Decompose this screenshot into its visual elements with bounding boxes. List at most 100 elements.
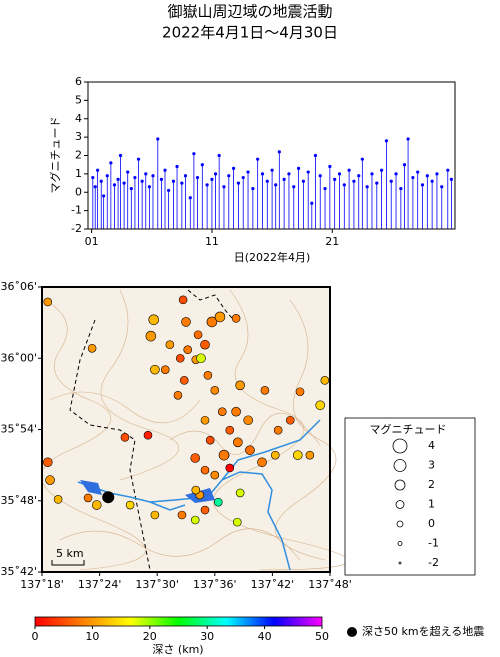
scale-bar [51,560,85,566]
stem-head [210,177,214,181]
earthquake [45,475,55,485]
map-land [42,287,330,572]
earthquake [43,297,53,307]
earthquake [179,376,189,385]
x-tick-label: 01 [85,235,99,248]
earthquake [145,330,157,342]
earthquake [42,457,53,468]
earthquake [225,463,235,473]
earthquake [160,365,170,374]
deep-earthquake [102,491,115,504]
stem-head [265,179,269,183]
colorbar-tick-label: 0 [32,630,39,643]
contour [49,391,201,424]
earthquake [125,500,135,510]
stem-head [357,174,361,178]
y-tick-label: 3 [75,130,82,143]
stem-head [375,181,379,185]
stem-head [227,174,231,178]
earthquake [165,340,175,350]
stem-head [129,186,133,191]
stem-head [136,157,141,161]
stem-head [205,183,209,187]
stem-head [96,168,100,172]
stem-head [399,186,403,191]
earthquake [181,317,191,327]
colorbar-tick-label: 40 [258,630,272,643]
contour [59,528,301,561]
earthquake [213,497,223,507]
earthquake [233,437,243,448]
legend-marker [394,479,406,491]
stem-head [180,181,184,185]
stem-head [151,174,155,178]
stem-head [122,181,126,185]
stem-head [236,181,241,185]
legend-marker [398,561,402,565]
earthquake [210,386,220,395]
x-tick-label: 137˚36' [193,578,237,591]
stem-head [389,179,393,183]
y-tick-label: 1 [75,167,82,180]
y-tick-label: 36˚00' [0,351,37,364]
earthquake [91,500,102,510]
contour [169,412,321,455]
y-tick-label: 35˚42' [0,565,37,578]
earthquake [150,510,160,520]
earthquake [225,425,235,435]
stem-head [440,185,444,189]
earthquake [210,470,220,480]
earthquake [196,353,206,364]
stem-head [323,186,327,191]
stem-head [406,137,410,141]
earthquake [257,457,267,468]
stem-head [133,175,137,180]
colorbar-tick-label: 20 [143,630,157,643]
stem-head [292,185,296,189]
stem-head [270,168,274,172]
earthquake [285,415,295,425]
y-tick-label: -2 [71,222,82,235]
stem-head [380,168,384,172]
earthquake [245,445,255,455]
earthquake [175,353,185,363]
earthquake [87,343,97,353]
earthquake [235,488,245,498]
colorbar-tick-label: 50 [315,630,329,643]
stem-head [241,175,245,180]
x-axis-label: 日(2022年4月) [234,250,311,264]
legend-label: 4 [428,439,435,452]
earthquake [203,371,213,380]
earthquake [53,495,63,504]
title: 御嶽山周辺域の地震活動 [167,3,332,21]
stem-head [352,179,356,183]
map-background [41,287,349,572]
stem-head [163,168,167,172]
y-tick-label: 6 [75,75,82,88]
stem-head [112,183,117,187]
y-tick-label: 5 [75,93,82,106]
colorbar-label: 深さ (km) [152,643,203,656]
stem-head [159,177,163,181]
stem-head [147,185,151,189]
stem-head [306,170,310,174]
deep-legend-marker [347,627,357,637]
earthquake [273,425,283,435]
stem-head [256,157,260,161]
legend-box [344,417,476,576]
legend-title: マグニチュード [370,422,447,436]
y-tick-label: 36˚06' [0,280,37,293]
stem-head [109,161,113,165]
stem-head [446,168,450,172]
earthquake [173,390,183,400]
stem-head [360,157,364,161]
stem-head [416,170,420,174]
stem-head [430,179,434,183]
earthquake [200,505,210,515]
stem-head [274,183,278,187]
earthquake [190,515,200,525]
scale-label: 5 km [56,547,84,560]
stem-head [394,172,398,176]
contour [100,289,180,481]
